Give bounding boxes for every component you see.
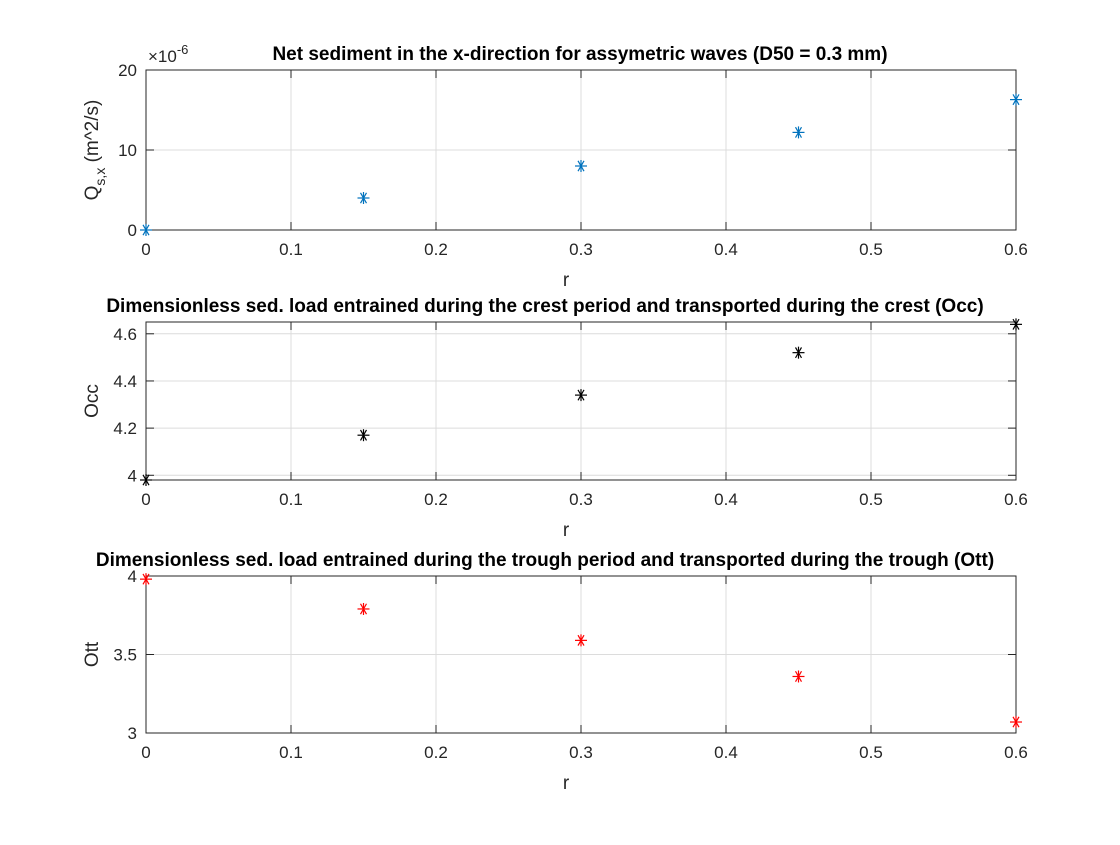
y-tick-label: 10 xyxy=(118,141,137,160)
data-point xyxy=(792,670,805,683)
y-tick-label: 4.2 xyxy=(113,419,137,438)
x-axis-label: r xyxy=(563,520,570,541)
x-tick-label: 0.3 xyxy=(569,240,593,259)
x-tick-label: 0 xyxy=(141,490,150,509)
x-tick-label: 0 xyxy=(141,743,150,762)
y-tick-label: 4 xyxy=(128,567,137,586)
data-point xyxy=(1010,318,1022,331)
y-tick-label: 4 xyxy=(128,466,137,485)
x-tick-label: 0 xyxy=(141,240,150,259)
x-tick-label: 0.6 xyxy=(1004,490,1028,509)
y-axis-label: Ott xyxy=(82,641,103,667)
data-point xyxy=(792,346,805,359)
subplot-2: 0 0.1 0.2 0.3 0.4 0.5 0.6 4 4.2 4.4 4.6 Dimensionle… xyxy=(82,296,1028,541)
x-tick-label: 0.5 xyxy=(859,240,883,259)
x-tick-label: 0.6 xyxy=(1004,240,1028,259)
x-tick-label: 0.5 xyxy=(859,490,883,509)
y-tick-label: 3.5 xyxy=(113,646,137,665)
data-point xyxy=(575,634,587,647)
x-axis-label: r xyxy=(563,773,570,794)
y-tick-label: 4.6 xyxy=(113,325,137,344)
subplot-title: Dimensionless sed. load entrained during… xyxy=(96,550,994,571)
x-tick-label: 0.4 xyxy=(714,240,738,259)
x-tick-label: 0.6 xyxy=(1004,743,1028,762)
subplot-title: Net sediment in the x-direction for assy… xyxy=(272,44,887,65)
data-point xyxy=(1010,93,1022,106)
data-point xyxy=(357,429,370,442)
subplot-1: 0 0.1 0.2 0.3 0.4 0.5 0.6 0 10 20 Net sediment in … xyxy=(82,42,1028,291)
y-axis-label: Occ xyxy=(82,384,103,418)
y-tick-label: 20 xyxy=(118,61,137,80)
x-tick-label: 0.4 xyxy=(714,490,738,509)
data-point xyxy=(140,474,152,486)
data-point xyxy=(357,602,370,615)
y-tick-label: 3 xyxy=(128,724,137,743)
x-tick-label: 0.1 xyxy=(279,743,303,762)
y-tick-label: 0 xyxy=(128,221,137,240)
data-point xyxy=(575,389,587,402)
data-point xyxy=(357,192,370,204)
y-exponent-label: ×10-6 xyxy=(148,42,188,66)
data-point xyxy=(792,126,805,139)
x-tick-label: 0.3 xyxy=(569,743,593,762)
x-tick-label: 0.4 xyxy=(714,743,738,762)
y-axis-label: Qs,x (m^2/s) xyxy=(82,100,108,201)
x-tick-label: 0.1 xyxy=(279,490,303,509)
x-tick-label: 0.2 xyxy=(424,490,448,509)
data-point xyxy=(140,224,152,236)
x-tick-label: 0.2 xyxy=(424,743,448,762)
data-point xyxy=(1010,716,1022,729)
subplot-title: Dimensionless sed. load entrained during… xyxy=(106,296,983,317)
x-tick-label: 0.1 xyxy=(279,240,303,259)
x-tick-label: 0.3 xyxy=(569,490,593,509)
x-axis-label: r xyxy=(563,270,570,291)
x-tick-label: 0.5 xyxy=(859,743,883,762)
data-point xyxy=(140,573,152,586)
data-point xyxy=(575,160,587,172)
y-tick-label: 4.4 xyxy=(113,372,137,391)
x-tick-label: 0.2 xyxy=(424,240,448,259)
